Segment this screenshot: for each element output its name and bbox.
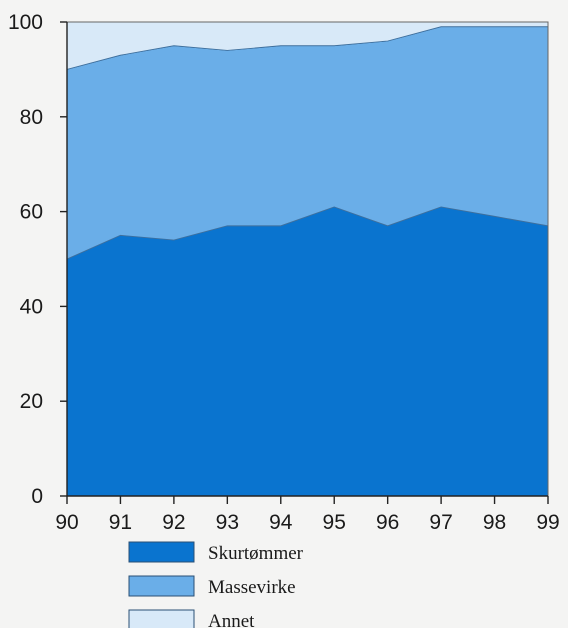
x-tick-label: 90	[55, 511, 78, 534]
x-tick-label: 99	[536, 511, 559, 534]
legend-label: Annet	[208, 611, 255, 628]
axes	[66, 21, 549, 497]
y-tick-label: 40	[20, 295, 43, 318]
x-tick-label: 97	[429, 511, 452, 534]
x-tick-label: 96	[376, 511, 399, 534]
legend-swatch	[128, 575, 195, 597]
y-tick-label: 60	[20, 201, 43, 224]
y-tick-label: 80	[20, 106, 43, 129]
x-tick-label: 94	[269, 511, 293, 534]
y-tick-label: 100	[8, 11, 43, 34]
y-tick-label: 0	[31, 485, 43, 508]
y-tick-label: 20	[20, 390, 43, 413]
x-tick-label: 98	[483, 511, 506, 534]
x-tick-label: 93	[216, 511, 239, 534]
x-tick-label: 92	[162, 511, 185, 534]
x-tick-label: 95	[323, 511, 346, 534]
legend-swatch	[128, 609, 195, 628]
x-tick-label: 91	[109, 511, 132, 534]
legend-label: Massevirke	[208, 577, 296, 598]
y-axis-ticks: 0 20 40 60 80 100	[8, 11, 67, 508]
legend: Skurtømmer Massevirke Annet	[128, 541, 304, 628]
legend-swatch	[128, 541, 195, 563]
area-series-0	[66, 206, 549, 497]
legend-label: Skurtømmer	[208, 543, 304, 564]
x-axis-ticks: 90 91 92 93 94 95 96 97 98 99	[55, 496, 560, 534]
series-areas	[66, 21, 549, 497]
